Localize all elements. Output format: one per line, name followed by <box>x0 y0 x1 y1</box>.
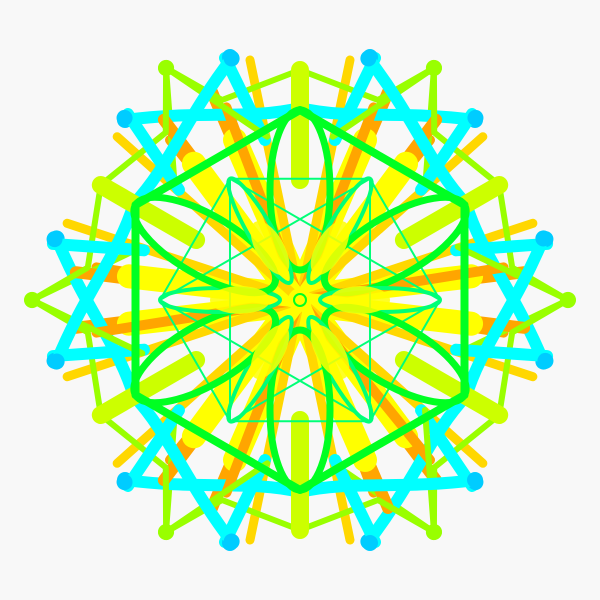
cyan-node <box>467 109 484 126</box>
cyan-arc <box>119 102 306 126</box>
cyan-arc <box>119 474 306 498</box>
chartreuse-spoke <box>91 176 206 249</box>
cyan-strut <box>219 454 271 548</box>
cyan-node <box>116 109 133 126</box>
cyan-arc <box>362 390 473 548</box>
green-loop-petal <box>266 326 334 494</box>
yellow-center-petal <box>330 286 390 314</box>
lime-frame-line <box>163 460 271 536</box>
cyan-strut <box>415 404 479 492</box>
chartreuse-spoke <box>394 351 509 424</box>
cyan-strut <box>415 108 479 196</box>
yellow-center-petal <box>250 221 290 275</box>
cyan-node <box>46 231 63 248</box>
cyan-node <box>535 230 552 247</box>
cyan-arc <box>460 232 550 402</box>
spring-inner-petal <box>226 176 294 286</box>
lime-node <box>158 524 175 541</box>
lime-frame-line <box>97 64 170 188</box>
cyan-node <box>223 533 240 550</box>
cyan-strut <box>121 108 185 196</box>
cyan-strut <box>450 343 554 363</box>
chartreuse-spoke <box>91 351 206 424</box>
green-loop-petal <box>266 106 334 274</box>
cyan-arc <box>127 52 238 210</box>
cyan-arc <box>127 390 238 548</box>
gold-ray <box>112 295 305 468</box>
gold-ray <box>62 218 305 305</box>
chartreuse-spoke <box>394 176 509 249</box>
cyan-strut <box>46 237 150 257</box>
cyan-node <box>467 472 483 488</box>
cyan-node <box>362 535 378 551</box>
gold-ray <box>295 295 488 468</box>
cyan-strut <box>329 454 381 548</box>
lime-frame-line <box>29 297 146 357</box>
cyan-node <box>223 50 240 67</box>
yellow-center-petal <box>250 325 290 379</box>
lime-frame-line <box>329 64 437 140</box>
yellow-center-petal <box>310 325 350 379</box>
center-hub <box>288 288 312 312</box>
lime-frame-line <box>430 64 503 188</box>
gold-ray <box>245 295 305 545</box>
lime-frame-line <box>97 412 170 536</box>
yellow-center-petal <box>210 286 270 314</box>
green-loop-petal <box>320 303 470 407</box>
green-loop-petal <box>130 193 280 297</box>
lime-frame-line <box>454 243 571 303</box>
lime-frame-line <box>297 497 437 535</box>
lime-frame-line <box>496 296 571 418</box>
gold-ray <box>295 218 538 305</box>
cyan-arc <box>460 198 550 368</box>
gold-ray <box>295 132 488 305</box>
gold-ray <box>245 55 305 305</box>
gold-ray <box>295 55 355 305</box>
lime-node <box>559 291 576 308</box>
gold-ray <box>295 295 538 382</box>
lime-node <box>158 59 175 76</box>
lime-frame-line <box>29 182 104 304</box>
gold-ray <box>62 295 305 382</box>
cyan-strut <box>450 237 554 257</box>
cyan-arc <box>362 52 473 210</box>
yellow-center-petal <box>310 221 350 275</box>
cyan-arc <box>294 474 481 498</box>
gold-ray <box>112 132 305 305</box>
cyan-strut <box>329 52 381 146</box>
lime-frame-line <box>163 64 271 140</box>
cyan-arc <box>50 198 140 368</box>
cyan-node <box>116 474 133 491</box>
lime-frame-line <box>422 407 437 535</box>
cyan-strut <box>46 343 150 363</box>
cyan-node <box>537 352 554 369</box>
gold-ray <box>295 295 355 545</box>
green-loop-petal <box>130 303 280 407</box>
center-ring <box>293 293 307 307</box>
lime-node <box>426 524 442 540</box>
cyan-strut <box>219 52 271 146</box>
lime-node <box>24 292 41 309</box>
cyan-node <box>360 50 377 67</box>
cyan-arc <box>294 102 481 126</box>
cyan-node <box>48 353 65 370</box>
wedge <box>24 182 306 370</box>
green-loop-petal <box>320 193 470 297</box>
cyan-strut <box>121 404 185 492</box>
lime-node <box>425 59 442 76</box>
cyan-arc <box>50 232 140 402</box>
